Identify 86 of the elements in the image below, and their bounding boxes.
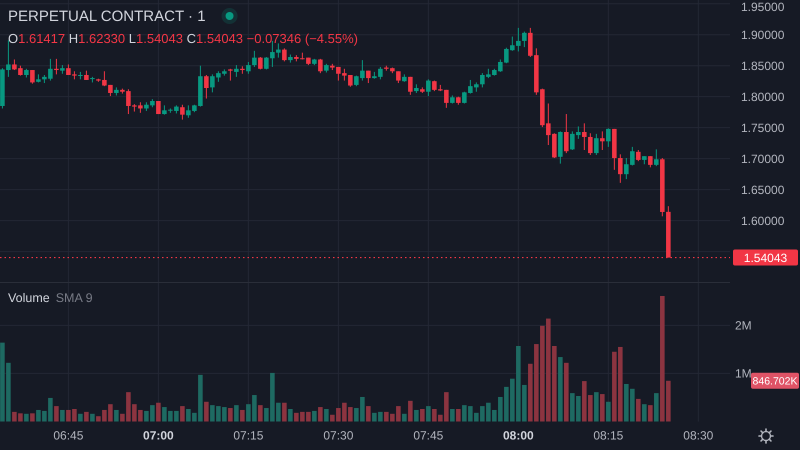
bar — [324, 408, 329, 422]
bar — [654, 393, 659, 422]
candlestick — [522, 31, 527, 48]
x-tick-label: 07:00 — [143, 428, 174, 442]
candlestick — [318, 58, 323, 74]
bar — [204, 402, 209, 422]
text: PERPETUAL CONTRACT · 1 — [8, 8, 206, 25]
candlestick — [234, 64, 239, 78]
candlestick — [654, 148, 659, 167]
candlestick — [282, 48, 287, 62]
candlestick — [30, 70, 35, 84]
bar — [60, 410, 65, 422]
x-tick-label: 08:15 — [593, 428, 624, 442]
x-tick-label: 07:15 — [233, 428, 264, 442]
y-tick-label: 1M — [735, 366, 752, 381]
y-tick-label: 1.95000 — [741, 0, 785, 14]
bar — [318, 407, 323, 422]
bar — [180, 406, 185, 422]
candlestick — [600, 130, 605, 150]
bar — [228, 408, 233, 422]
bar — [606, 402, 611, 422]
x-tick-label: 08:30 — [683, 428, 714, 442]
candlestick — [252, 50, 257, 68]
y-tick-label: 1.85000 — [741, 58, 785, 73]
bar — [288, 408, 293, 422]
bar — [558, 357, 563, 422]
bar — [600, 394, 605, 422]
bar — [450, 408, 455, 422]
candlestick — [258, 56, 263, 70]
bar — [648, 405, 653, 422]
bar — [282, 402, 287, 422]
y-tick-label: 2M — [735, 318, 752, 333]
x-tick-label: 07:45 — [413, 428, 444, 442]
candlestick — [648, 156, 653, 168]
bar — [312, 410, 317, 422]
y-tick-label: 1.80000 — [741, 90, 785, 104]
bar — [564, 362, 569, 422]
text: Volume — [8, 291, 50, 305]
candlestick — [246, 61, 251, 74]
candlestick — [588, 132, 593, 156]
candlestick — [564, 114, 569, 154]
bar — [240, 410, 245, 422]
x-tick-label: 07:30 — [323, 428, 354, 442]
candlestick — [426, 78, 431, 97]
y-tick-label: 1.75000 — [741, 120, 785, 135]
text: O1.61417 H1.62330 L1.54043 C1.54043 −0.07346 (−4.55%) — [8, 31, 358, 46]
candlestick — [636, 149, 641, 162]
ref-line-label: 1.54043 — [744, 250, 788, 265]
y-tick-label: 1.65000 — [741, 182, 785, 197]
bar — [636, 398, 641, 422]
y-tick-label: 1.70000 — [741, 152, 785, 166]
candlestick — [594, 133, 599, 156]
candlestick — [180, 104, 185, 120]
bar — [414, 410, 419, 422]
bar — [78, 414, 83, 422]
candlestick — [606, 128, 611, 148]
bar — [24, 414, 29, 422]
bar — [54, 406, 59, 422]
y-tick-label: 1.90000 — [741, 28, 785, 42]
bar — [84, 412, 89, 422]
candlestick — [84, 70, 89, 80]
x-tick-label: 06:45 — [53, 428, 84, 442]
bar — [594, 392, 599, 422]
candlestick — [156, 100, 161, 115]
bar — [420, 408, 425, 422]
bar — [258, 405, 263, 422]
candlestick — [204, 74, 209, 100]
text: SMA 9 — [56, 291, 93, 305]
bar — [234, 405, 239, 422]
candlestick — [582, 122, 587, 150]
bar — [90, 414, 95, 422]
bar — [114, 410, 119, 422]
bar — [642, 404, 647, 422]
candlestick — [366, 70, 371, 84]
bar — [156, 402, 161, 422]
bar — [30, 413, 35, 422]
bar — [408, 400, 413, 422]
candlestick — [162, 104, 167, 116]
bar — [426, 406, 431, 422]
y-tick-label: 1.60000 — [741, 214, 785, 228]
bar — [366, 406, 371, 422]
bar — [456, 408, 461, 422]
bar — [402, 414, 407, 422]
candlestick — [408, 76, 413, 96]
candlestick — [618, 154, 623, 184]
x-tick-label: 08:00 — [502, 428, 534, 442]
